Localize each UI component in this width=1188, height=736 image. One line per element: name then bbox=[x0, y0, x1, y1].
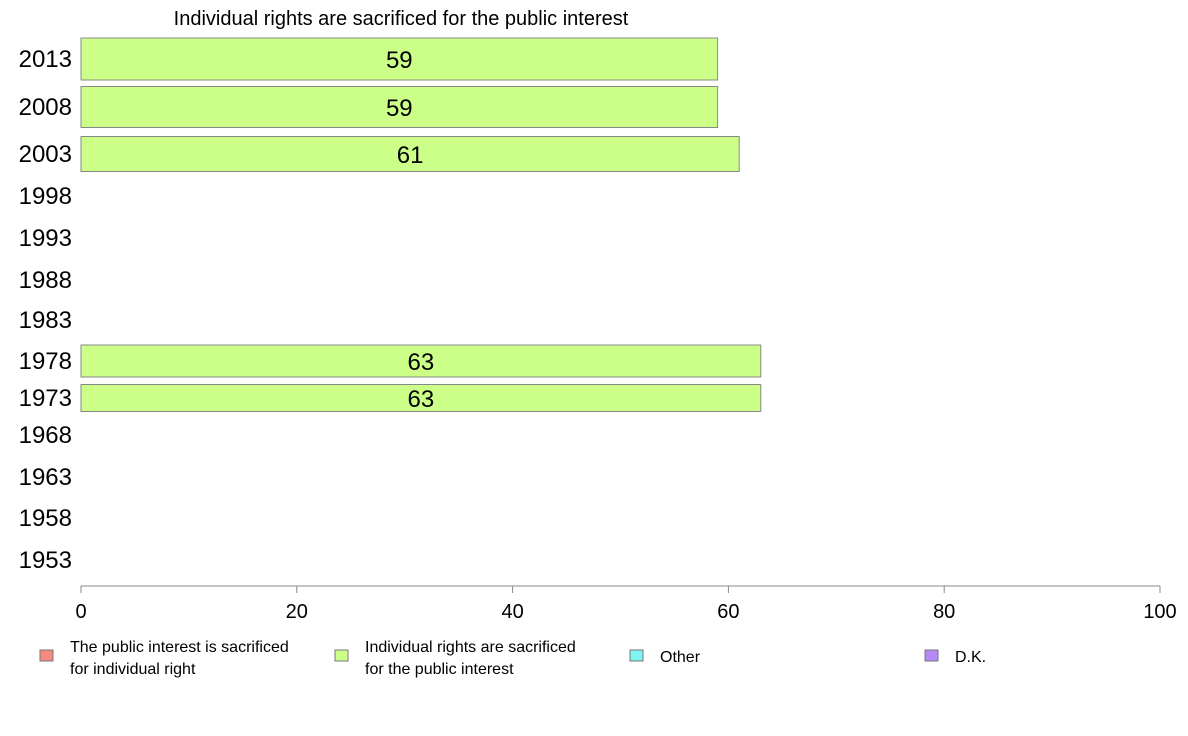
legend-swatch-4 bbox=[924, 649, 939, 662]
x-axis: 0 20 40 60 80 100 bbox=[75, 585, 1177, 623]
bar-2003 bbox=[80, 136, 740, 172]
year-label-1978: 1978 bbox=[19, 348, 72, 375]
x-tick-label-40: 40 bbox=[501, 601, 523, 623]
year-label-1958: 1958 bbox=[19, 505, 72, 532]
year-label-1968: 1968 bbox=[19, 422, 72, 449]
x-tick-label-100: 100 bbox=[1143, 601, 1176, 623]
legend: The public interest is sacrificed for ind… bbox=[39, 639, 986, 678]
year-label-2008: 2008 bbox=[19, 94, 72, 121]
bar-1973 bbox=[80, 384, 762, 412]
x-tick-label-0: 0 bbox=[75, 601, 86, 623]
year-label-1988: 1988 bbox=[19, 267, 72, 294]
year-label-1998: 1998 bbox=[19, 183, 72, 210]
year-label-1963: 1963 bbox=[19, 464, 72, 491]
bars-layer: 59 59 61 63 63 bbox=[80, 37, 762, 413]
chart-title: Individual rights are sacrificed for the… bbox=[174, 8, 629, 30]
legend-swatch-3 bbox=[629, 649, 644, 662]
legend-label-2: Individual rights are sacrificed for the … bbox=[365, 639, 576, 678]
legend-swatch-2 bbox=[334, 649, 349, 662]
year-label-1993: 1993 bbox=[19, 225, 72, 252]
year-label-2013: 2013 bbox=[19, 46, 72, 73]
data-label-1978: 63 bbox=[408, 349, 435, 376]
data-label-1973: 63 bbox=[408, 386, 435, 413]
year-labels: 2013 2008 2003 1998 1993 1988 1983 1978 1973 1968… bbox=[19, 46, 72, 574]
bar-2008 bbox=[80, 86, 719, 128]
legend-swatch-1 bbox=[39, 649, 54, 662]
legend-label-3: Other bbox=[660, 649, 701, 666]
bar-1978 bbox=[80, 344, 762, 378]
bar-2013 bbox=[80, 37, 719, 81]
x-tick-label-60: 60 bbox=[717, 601, 739, 623]
x-tick-label-20: 20 bbox=[286, 601, 308, 623]
legend-label-1: The public interest is sacrificed for ind… bbox=[70, 639, 289, 678]
year-label-2003: 2003 bbox=[19, 141, 72, 168]
data-label-2013: 59 bbox=[386, 47, 413, 74]
legend-label-4: D.K. bbox=[955, 649, 986, 666]
year-label-1983: 1983 bbox=[19, 307, 72, 334]
x-tick-label-80: 80 bbox=[933, 601, 955, 623]
year-label-1953: 1953 bbox=[19, 547, 72, 574]
data-label-2008: 59 bbox=[386, 95, 413, 122]
year-label-1973: 1973 bbox=[19, 385, 72, 412]
data-label-2003: 61 bbox=[397, 142, 424, 169]
